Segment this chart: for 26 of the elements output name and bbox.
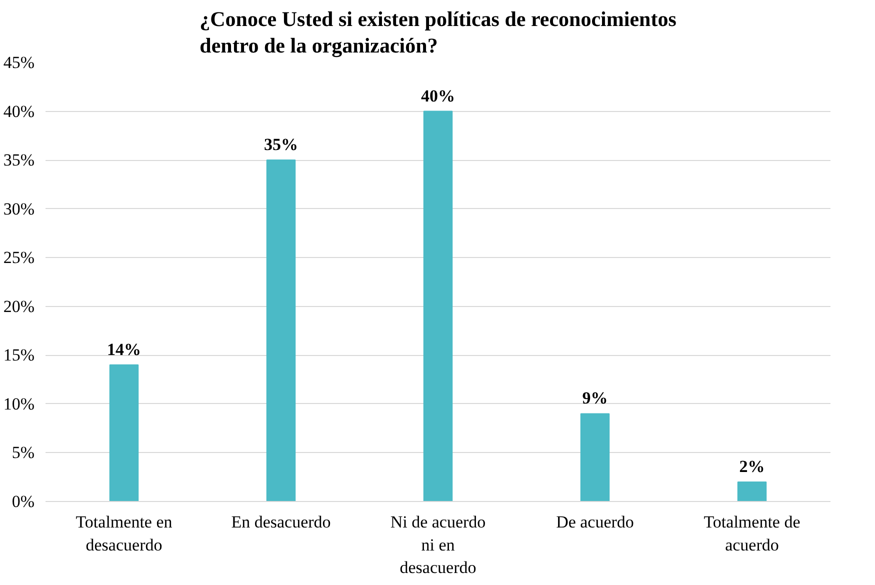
y-tick-label: 30% (3, 199, 35, 218)
x-tick-label: En desacuerdo (231, 512, 331, 532)
x-tick-label: Ni de acuerdo ni en desacuerdo (390, 512, 486, 578)
data-label: 35% (264, 135, 298, 154)
bar (580, 413, 610, 502)
y-tick-label: 5% (12, 443, 35, 462)
bar (109, 364, 139, 502)
y-tick-label: 0% (12, 492, 35, 511)
x-tick-label: De acuerdo (556, 512, 634, 532)
bar (423, 110, 453, 502)
y-tick-label: 40% (3, 102, 35, 121)
y-tick-label: 45% (3, 53, 35, 72)
data-label: 2% (739, 456, 765, 476)
chart-title: ¿Conoce Usted si existen políticas de reconocimientos dentro de la organización? (200, 7, 676, 58)
x-tick-label: Totalmente en desacuerdo (76, 512, 173, 554)
bar (737, 481, 767, 502)
y-tick-label: 10% (3, 394, 35, 414)
data-label: 9% (582, 388, 608, 408)
y-tick-label: 25% (3, 248, 35, 268)
data-label: 14% (107, 340, 141, 359)
y-tick-label: 20% (3, 296, 35, 316)
y-tick-label: 15% (3, 346, 35, 365)
x-tick-label: Totalmente de acuerdo (704, 512, 800, 554)
y-tick-label: 35% (3, 150, 35, 170)
bar (266, 160, 296, 502)
data-label: 40% (421, 86, 455, 106)
